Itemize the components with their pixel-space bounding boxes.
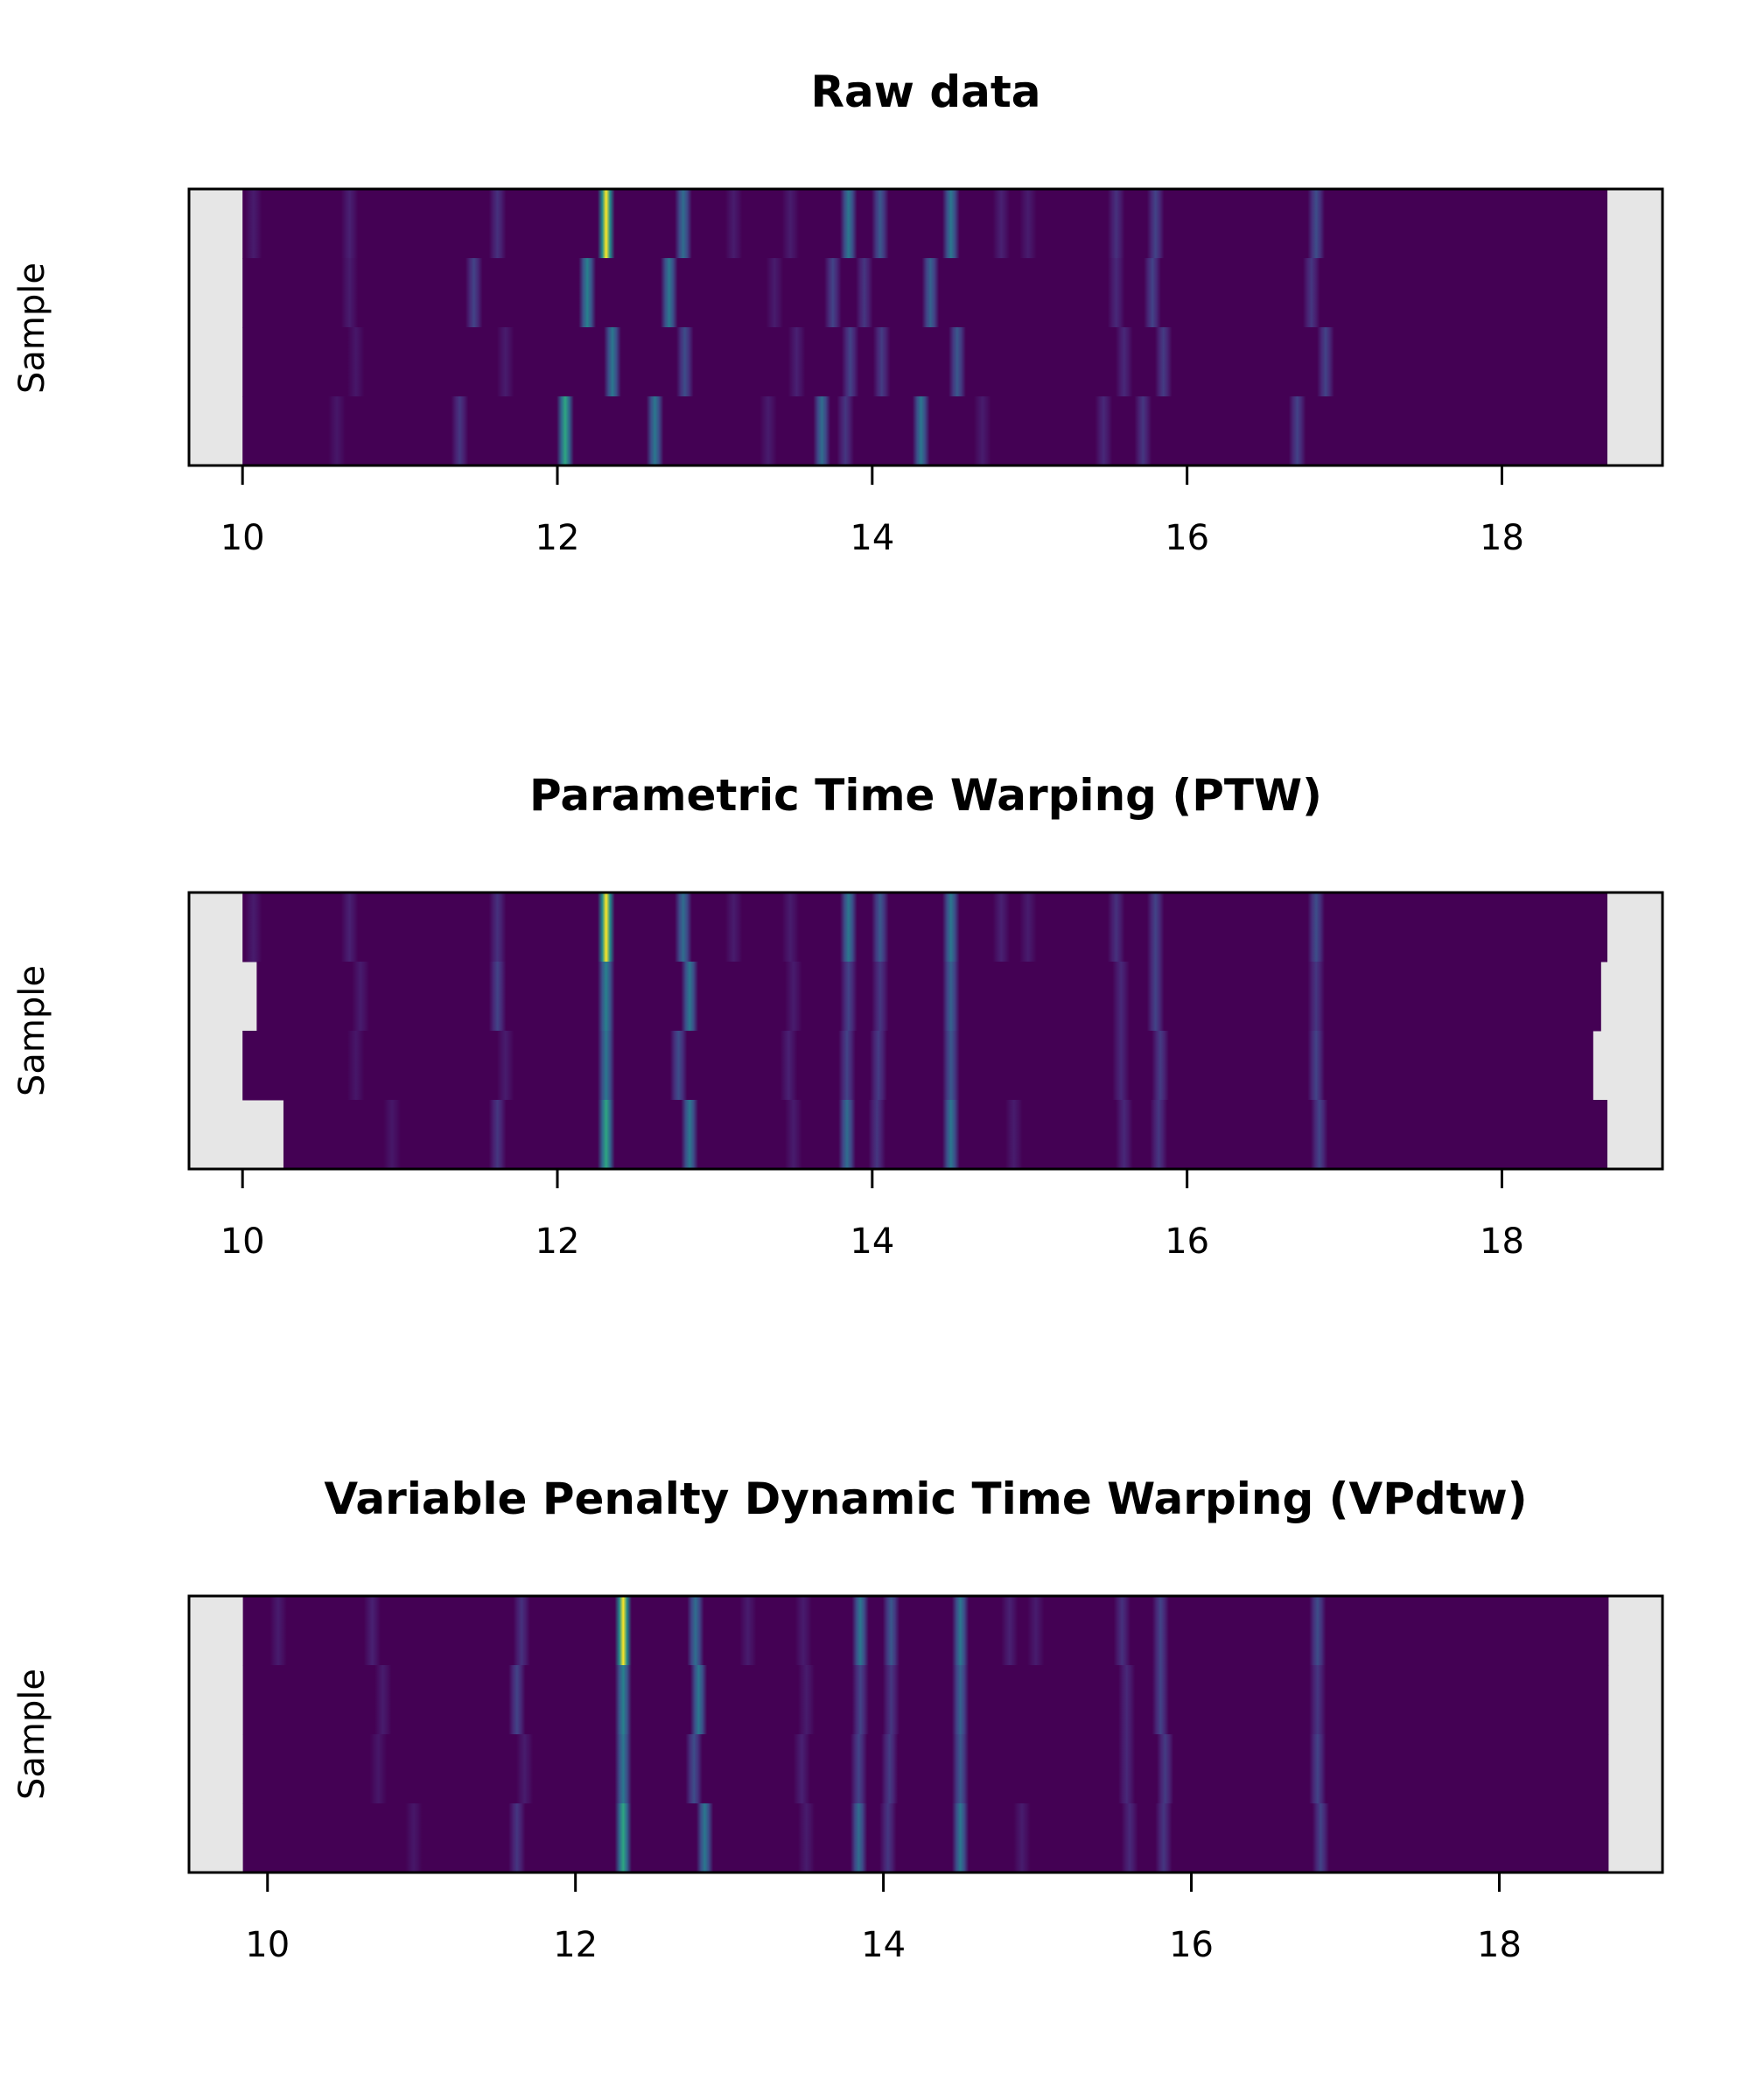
y-axis-label: Sample <box>12 262 52 394</box>
plot-area: 10 12 14 16 18 <box>189 189 1662 558</box>
chart-title: Parametric Time Warping (PTW) <box>529 770 1322 821</box>
panel-raw-data: Raw data Sample 10 12 14 16 18 <box>12 66 1662 558</box>
heatmap-row-sample-3 <box>242 1031 1593 1101</box>
x-tick-label: 14 <box>850 1222 894 1262</box>
y-axis-label: Sample <box>12 965 52 1096</box>
x-tick-label: 12 <box>553 1925 598 1965</box>
heatmap-row-sample-4 <box>284 1100 1607 1170</box>
panel-vpdtw: Variable Penalty Dynamic Time Warping (V… <box>12 1474 1662 1965</box>
heatmap-row-sample-2 <box>242 258 1607 328</box>
x-tick-label: 12 <box>536 518 580 558</box>
x-tick-label: 16 <box>1169 1925 1214 1965</box>
x-tick-label: 14 <box>850 518 894 558</box>
heatmap-row-sample-3 <box>242 327 1607 397</box>
x-tick-label: 16 <box>1165 518 1209 558</box>
heatmap-row-sample-4 <box>242 396 1607 466</box>
y-axis-label: Sample <box>12 1669 52 1800</box>
x-tick-label: 18 <box>1480 1222 1524 1262</box>
x-tick-label: 12 <box>536 1222 580 1262</box>
chart-title: Variable Penalty Dynamic Time Warping (V… <box>324 1474 1527 1524</box>
heatmap-row-sample-1 <box>243 1596 1609 1666</box>
x-tick-label: 14 <box>861 1925 906 1965</box>
heatmap-row-sample-1 <box>242 189 1607 259</box>
x-tick-label: 18 <box>1477 1925 1522 1965</box>
heatmap-row-sample-3 <box>243 1734 1609 1804</box>
plot-area: 10 12 14 16 18 <box>189 892 1662 1262</box>
heatmap-row-sample-4 <box>243 1803 1609 1873</box>
x-tick-label: 16 <box>1165 1222 1209 1262</box>
x-tick-label: 10 <box>220 518 265 558</box>
panel-ptw: Parametric Time Warping (PTW) Sample 10 1… <box>12 770 1662 1262</box>
plot-area: 10 12 14 16 18 <box>189 1596 1662 1965</box>
x-tick-label: 10 <box>245 1925 290 1965</box>
heatmap-row-sample-1 <box>242 892 1607 962</box>
heatmap-row-sample-2 <box>256 962 1600 1032</box>
x-tick-label: 18 <box>1480 518 1524 558</box>
x-tick-label: 10 <box>220 1222 265 1262</box>
chart-title: Raw data <box>810 66 1040 117</box>
heatmap-row-sample-2 <box>243 1665 1609 1735</box>
